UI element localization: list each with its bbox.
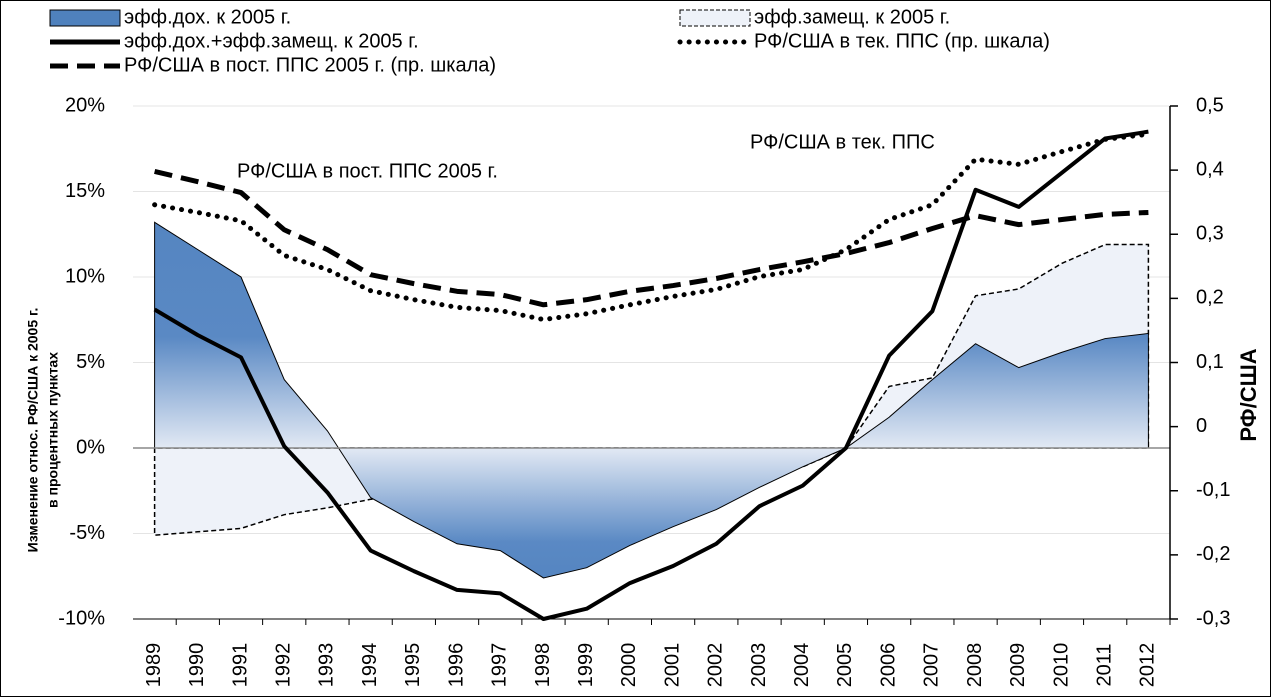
line — [152, 131, 1151, 323]
x-tick-label: 1997 — [489, 643, 511, 688]
y2-tick-label: -0,1 — [1196, 479, 1230, 501]
x-tick-label: 1998 — [532, 643, 554, 688]
y2-tick-label: 0,2 — [1196, 287, 1224, 309]
x-tick-label: 2001 — [661, 643, 683, 688]
y-tick-label: 10% — [65, 265, 105, 287]
legend-swatch — [49, 9, 121, 27]
x-tick-label: 2012 — [1137, 643, 1159, 688]
line — [153, 129, 1149, 621]
y-tick-label: 5% — [76, 351, 105, 373]
x-tick-label: 1999 — [575, 643, 597, 688]
x-tick-label: 1994 — [359, 643, 381, 688]
x-tick-label: 2000 — [618, 643, 640, 688]
y2-tick-label: -0,3 — [1196, 607, 1230, 629]
y-tick-label: 15% — [65, 180, 105, 202]
legend-label: эфф.дох.+эфф.замещ. к 2005 г. — [124, 30, 419, 52]
y2-tick-label: 0,1 — [1196, 351, 1224, 373]
y-axis-title: в процентных пунктах — [45, 352, 61, 508]
x-tick-label: 2004 — [791, 643, 813, 688]
y-tick-label: -5% — [69, 522, 105, 544]
x-tick-label: 2009 — [1007, 643, 1029, 688]
x-tick-label: 2002 — [705, 643, 727, 688]
y2-tick-label: 0,5 — [1196, 94, 1224, 116]
line — [154, 168, 1149, 308]
y-tick-label: 20% — [65, 94, 105, 116]
area — [154, 221, 1149, 579]
x-tick-label: 2007 — [921, 643, 943, 688]
legend-label: эфф.замещ. к 2005 г. — [754, 6, 950, 28]
x-tick-label: 1993 — [316, 643, 338, 688]
annotation: РФ/США в тек. ППС — [750, 131, 935, 153]
y-tick-label: -10% — [58, 607, 105, 629]
y2-tick-label: 0 — [1196, 415, 1207, 437]
y-tick-label: 0% — [76, 436, 105, 458]
x-tick-label: 2006 — [877, 643, 899, 688]
y-axis-title: Изменение относ. РФ/США к 2005 г. — [25, 308, 41, 553]
x-tick-label: 1989 — [143, 643, 165, 688]
legend-label: РФ/США в тек. ППС (пр. шкала) — [754, 30, 1050, 52]
annotation: РФ/США в пост. ППС 2005 г. — [237, 160, 498, 182]
x-tick-label: 1995 — [402, 643, 424, 688]
x-tick-label: 2010 — [1050, 643, 1072, 688]
y2-axis-title: РФ/США — [1236, 348, 1261, 441]
x-tick-label: 2011 — [1093, 643, 1115, 686]
x-tick-label: 1990 — [186, 643, 208, 688]
legend-label: РФ/США в пост. ППС 2005 г. (пр. шкала) — [124, 54, 496, 76]
y2-tick-label: 0,3 — [1196, 223, 1224, 245]
x-tick-label: 1996 — [445, 643, 467, 688]
y2-tick-label: -0,2 — [1196, 543, 1230, 565]
x-tick-label: 1991 — [229, 643, 251, 688]
x-tick-label: 2008 — [964, 643, 986, 688]
legend-label: эфф.дох. к 2005 г. — [124, 6, 291, 28]
legend-swatch — [679, 9, 751, 27]
x-tick-label: 2005 — [834, 643, 856, 688]
x-tick-label: 1992 — [273, 643, 295, 688]
x-tick-label: 2003 — [748, 643, 770, 688]
y2-tick-label: 0,4 — [1196, 158, 1224, 180]
